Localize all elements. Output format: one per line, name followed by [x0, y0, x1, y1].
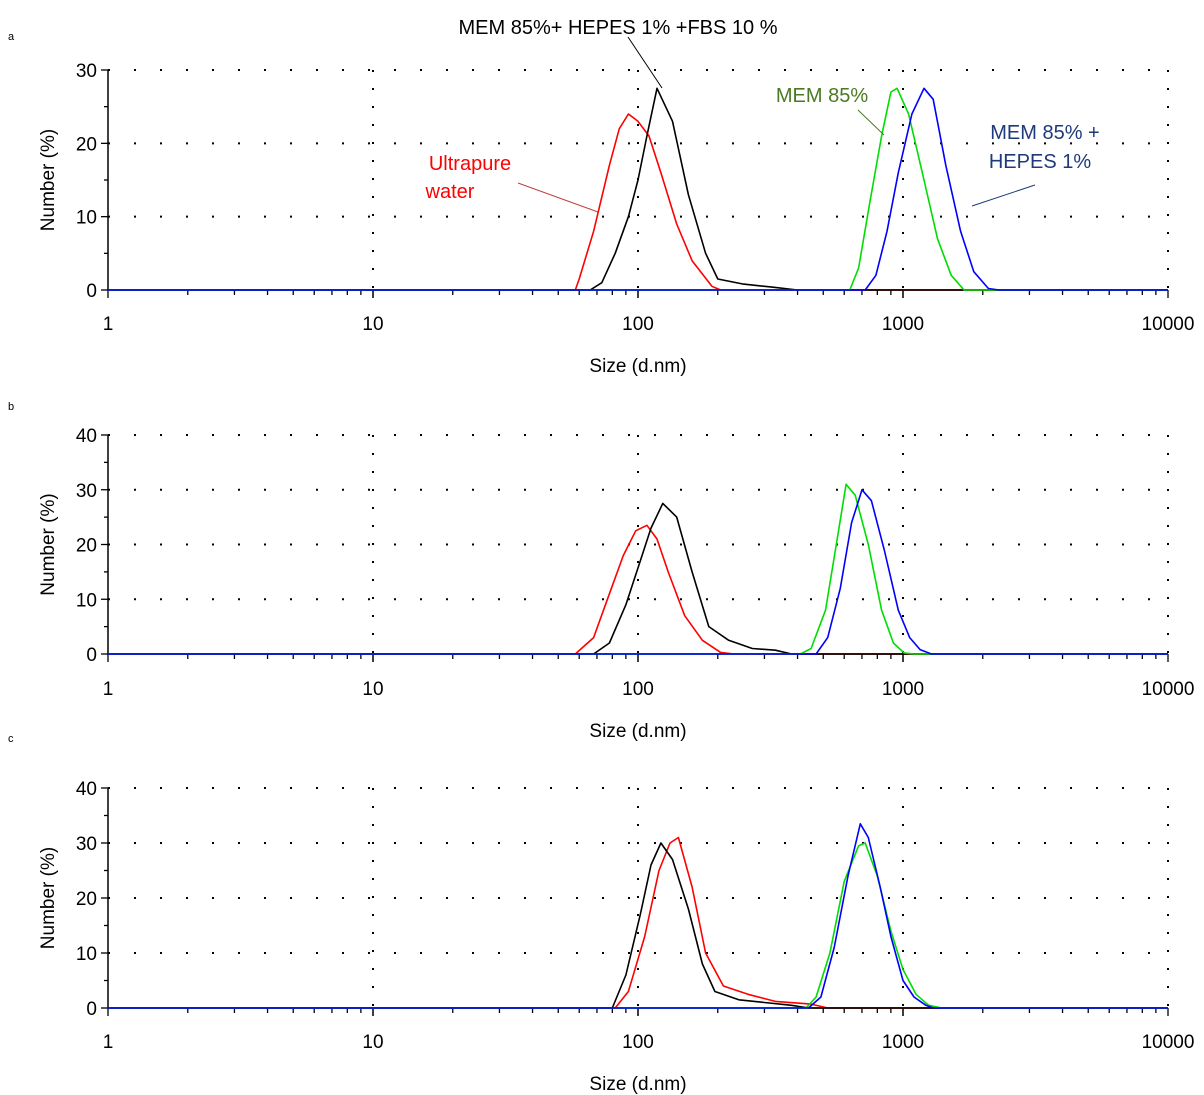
y-tick-label: 40 [76, 779, 97, 800]
y-tick-label: 10 [76, 590, 97, 611]
series-line-hepes [108, 488, 1168, 655]
series-line-mem [108, 842, 1168, 1009]
x-tick-label: 1000 [882, 1032, 924, 1053]
panel-label: b [8, 401, 14, 413]
x-tick-label: 10 [362, 679, 383, 700]
x-tick-label: 1000 [882, 314, 924, 335]
x-axis-label: Size (d.nm) [589, 1074, 686, 1095]
series-line-mem [108, 483, 1168, 655]
annotation-mem85-hepes-line1: MEM 85% + [990, 122, 1099, 144]
series-line-hepes [108, 87, 1168, 291]
y-axis-label: Number (%) [38, 847, 59, 949]
y-tick-label: 0 [86, 999, 97, 1020]
series-line-water [108, 836, 1168, 1009]
y-tick-label: 20 [76, 889, 97, 910]
x-tick-label: 10 [362, 1032, 383, 1053]
x-tick-label: 100 [622, 314, 654, 335]
series-line-fbs [108, 842, 1168, 1009]
series-line-fbs [108, 87, 1168, 291]
annotation-mem85: MEM 85% [776, 85, 868, 107]
pointer-line-hepes [971, 184, 1036, 207]
chart-panel-a: a 0 10 20 30 1 10 100 1000 10000 Size (d.nm) Number… [8, 31, 1194, 377]
y-axis-label: Number (%) [38, 129, 59, 231]
panel-label: c [8, 733, 14, 745]
series-line-water [108, 113, 1168, 291]
pointer-line-fbs [627, 36, 663, 89]
x-tick-label: 1 [103, 1032, 114, 1053]
x-tick-label: 10 [362, 314, 383, 335]
y-tick-label: 0 [86, 281, 97, 302]
x-tick-label: 10000 [1142, 679, 1195, 700]
x-tick-label: 10000 [1142, 314, 1195, 335]
annotation-mem85-hepes-line2: HEPES 1% [989, 151, 1091, 173]
annotations-layer: MEM 85%+ HEPES 1% +FBS 10 % Ultrapure wa… [425, 17, 1100, 213]
chart-panel-c: c 0 10 20 30 40 1 10 100 1000 10000 Size (d.nm) Numb… [8, 733, 1194, 1095]
y-axis-label: Number (%) [38, 493, 59, 595]
y-tick-label: 40 [76, 426, 97, 447]
x-axis-label: Size (d.nm) [589, 356, 686, 377]
x-tick-label: 100 [622, 1032, 654, 1053]
pointer-line-mem [857, 109, 885, 136]
x-tick-label: 10000 [1142, 1032, 1195, 1053]
series-line-water [108, 524, 1168, 655]
series-line-hepes [108, 822, 1168, 1009]
x-tick-label: 1 [103, 314, 114, 335]
pointer-line-water [517, 182, 599, 213]
y-tick-label: 10 [76, 208, 97, 229]
y-tick-label: 10 [76, 944, 97, 965]
y-tick-label: 20 [76, 536, 97, 557]
y-tick-label: 0 [86, 645, 97, 666]
series-line-mem [108, 87, 1168, 291]
annotation-water: water [425, 181, 475, 203]
x-tick-label: 1000 [882, 679, 924, 700]
chart-panel-b: b 0 10 20 30 40 1 10 100 1000 10000 Size (d.nm) Numb… [8, 401, 1194, 742]
series-line-fbs [108, 502, 1168, 655]
y-tick-label: 30 [76, 61, 97, 82]
panel-a-title: MEM 85%+ HEPES 1% +FBS 10 % [458, 17, 777, 39]
annotation-ultrapure: Ultrapure [429, 153, 511, 175]
panel-label: a [8, 31, 15, 43]
y-tick-label: 30 [76, 481, 97, 502]
x-tick-label: 1 [103, 679, 114, 700]
y-tick-label: 30 [76, 834, 97, 855]
y-tick-label: 20 [76, 134, 97, 155]
x-tick-label: 100 [622, 679, 654, 700]
x-axis-label: Size (d.nm) [589, 721, 686, 742]
